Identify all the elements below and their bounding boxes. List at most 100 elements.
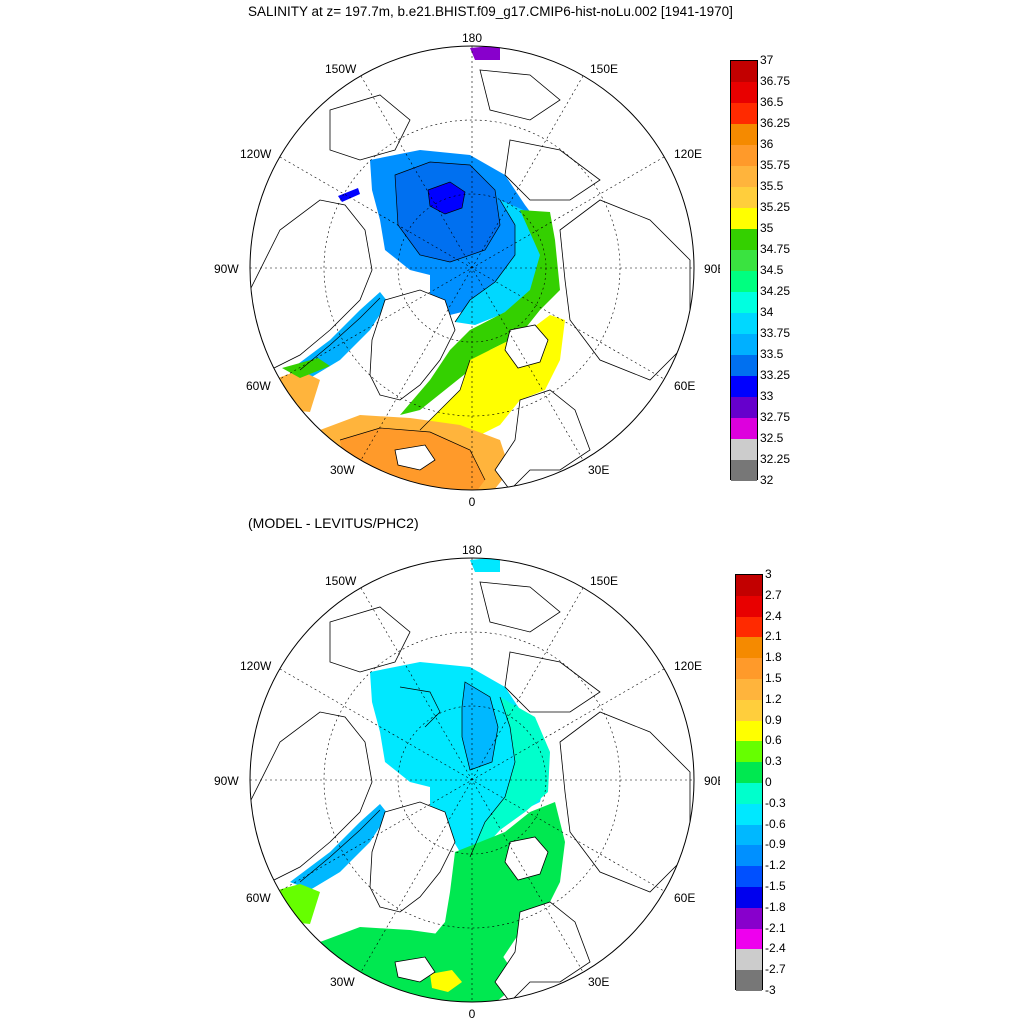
colorbar-swatch xyxy=(736,762,762,783)
colorbar-label: 33.25 xyxy=(760,368,791,382)
lon-label: 0 xyxy=(469,1007,476,1021)
map-subtitle: (MODEL - LEVITUS/PHC2) xyxy=(248,515,419,531)
colorbar-swatch xyxy=(736,616,762,638)
colorbar-swatch xyxy=(736,886,762,908)
field-baffin-diff xyxy=(290,804,388,890)
colorbar-swatch xyxy=(736,970,762,991)
colorbar-label: 32.75 xyxy=(760,410,791,424)
colorbar-label: 32.5 xyxy=(760,431,784,445)
land-east-siberia xyxy=(504,139,601,201)
field-labrador-green xyxy=(282,358,330,378)
colorbar-swatch xyxy=(736,866,762,887)
colorbar-swatch xyxy=(731,61,757,82)
land-alaska-b xyxy=(329,606,411,673)
map-title: SALINITY at z= 197.7m, b.e21.BHIST.f09_g… xyxy=(248,4,733,19)
longitude-labels: 180 150E 120E 90E 60E 30E 0 30W 60W 90W … xyxy=(214,31,720,509)
lon-label: 60W xyxy=(246,379,271,393)
colorbar-label: 0.6 xyxy=(765,733,782,748)
colorbar-label: 34.75 xyxy=(760,242,791,256)
colorbar-label: -0.6 xyxy=(765,816,786,831)
lon-label: 0 xyxy=(469,495,476,509)
colorbar-label: 37 xyxy=(760,53,774,67)
colorbar-label: 36.25 xyxy=(760,116,791,130)
colorbar-swatch xyxy=(736,678,762,700)
map-boundary xyxy=(249,45,695,491)
colorbar-swatch xyxy=(736,928,762,950)
lon-label: 180 xyxy=(462,543,482,557)
lon-label: 60E xyxy=(674,379,695,393)
colorbar-swatch xyxy=(736,637,762,659)
land-alaska xyxy=(329,94,411,161)
land-scandinavia xyxy=(494,389,591,490)
colorbar-swatches-b xyxy=(735,574,763,991)
field-labrador-diff xyxy=(278,884,320,924)
land-siberia-b xyxy=(559,711,691,893)
colorbar-swatch xyxy=(731,376,757,397)
colorbar-swatch xyxy=(731,103,757,124)
colorbar-label: 3 xyxy=(765,567,772,581)
colorbar-label: 34.25 xyxy=(760,284,791,298)
graticule-b xyxy=(250,558,694,1002)
lon-label: 90W xyxy=(214,262,239,276)
colorbar-swatch xyxy=(736,658,762,679)
colorbar-swatch xyxy=(736,803,762,825)
colorbar-swatch xyxy=(731,397,757,418)
lon-label: 90W xyxy=(214,774,239,788)
land-chukotka-b xyxy=(479,581,561,633)
colorbar-label: 35.75 xyxy=(760,158,791,172)
colorbar-swatches xyxy=(730,60,758,481)
colorbar-swatch xyxy=(731,145,757,166)
colorbar-label: 36.75 xyxy=(760,74,791,88)
colorbar-swatch xyxy=(736,575,762,596)
colorbar-swatch xyxy=(731,166,757,187)
lon-label: 30W xyxy=(330,463,355,477)
colorbar-label: 35.25 xyxy=(760,200,791,214)
contour-lines-b xyxy=(299,681,516,883)
colorbar-swatch xyxy=(736,595,762,617)
field-baffin-blue xyxy=(290,292,388,378)
land-iceland xyxy=(394,444,436,471)
colorbar-swatch xyxy=(736,845,762,867)
lon-label: 180 xyxy=(462,31,482,45)
lon-label: 30E xyxy=(588,975,609,989)
colorbar-label: -2.7 xyxy=(765,962,786,977)
longitude-labels-b: 180 150E 120E 90E 60E 30E 0 30W 60W 90W … xyxy=(214,543,720,1021)
colorbar-label: -0.3 xyxy=(765,795,786,810)
colorbar-label: 32 xyxy=(760,473,774,487)
graticule xyxy=(250,46,694,490)
colorbar-label: -2.1 xyxy=(765,920,786,935)
lon-label: 120W xyxy=(240,659,272,673)
lon-label: 90E xyxy=(704,774,720,788)
colorbar-label: 35.5 xyxy=(760,179,784,193)
lon-label: 120E xyxy=(674,147,702,161)
colorbar-label: 2.7 xyxy=(765,587,782,602)
colorbar-label: 2.1 xyxy=(765,629,782,644)
colorbar-swatch xyxy=(736,907,762,929)
field-canada-inlet xyxy=(338,188,360,202)
colorbar-swatch xyxy=(731,124,757,145)
field-bering xyxy=(470,46,500,60)
colorbar-swatch xyxy=(736,949,762,971)
colorbar-label: 1.8 xyxy=(765,650,782,665)
field-bering-diff xyxy=(470,558,500,572)
lon-label: 120W xyxy=(240,147,272,161)
colorbar-label: 36 xyxy=(760,137,774,151)
colorbar-label: 34 xyxy=(760,305,774,319)
colorbar-label: 35 xyxy=(760,221,774,235)
lon-label: 120E xyxy=(674,659,702,673)
colorbar-swatch xyxy=(736,782,762,804)
colorbar-swatch xyxy=(731,250,757,271)
land-east-siberia-b xyxy=(504,651,601,713)
land-scandinavia-b xyxy=(494,901,591,1002)
field-arctic-min xyxy=(428,182,465,214)
colorbar-swatch xyxy=(731,208,757,229)
field-eurasian-diff xyxy=(470,697,550,857)
lon-label: 30W xyxy=(330,975,355,989)
lon-label: 150E xyxy=(590,62,618,76)
field-arctic-diff-core xyxy=(462,682,498,770)
field-eurasian-slope xyxy=(455,200,548,325)
land-svalbard-b xyxy=(504,836,549,881)
colorbar-label: 33 xyxy=(760,389,774,403)
colorbar-label: 34.5 xyxy=(760,263,784,277)
colorbar-swatch xyxy=(731,313,757,334)
